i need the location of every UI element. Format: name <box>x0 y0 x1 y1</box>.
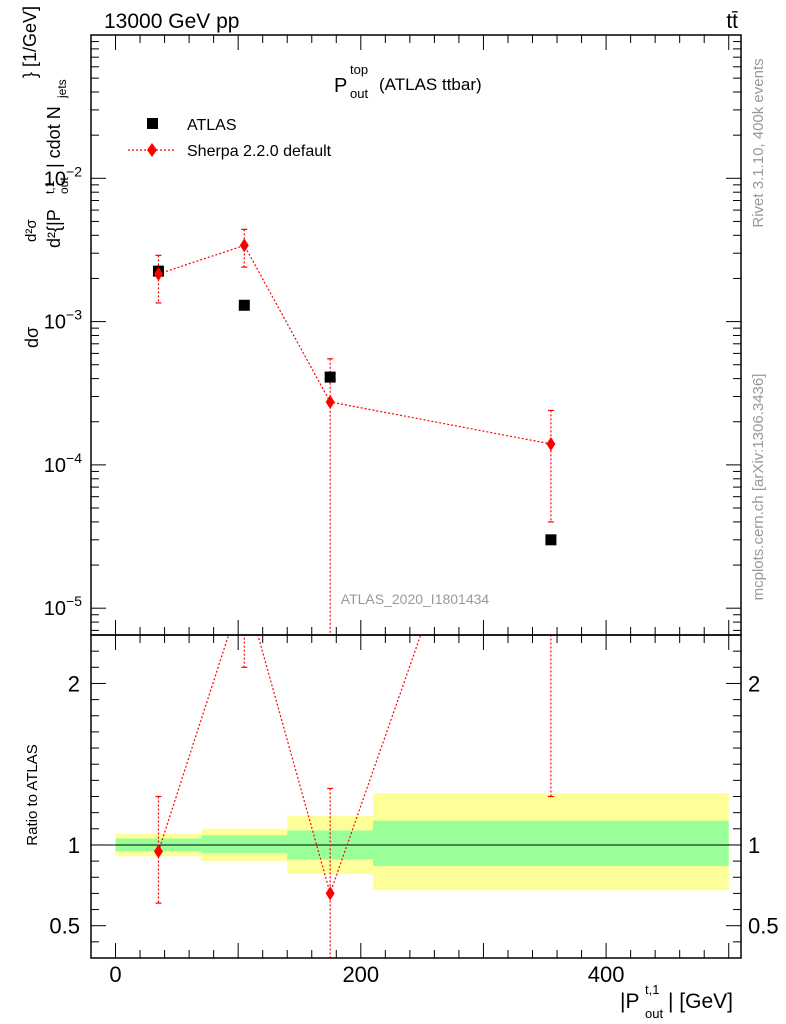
legend-label-sherpa: Sherpa 2.2.0 default <box>187 143 332 160</box>
ratio-ytick-label-left-2: 2 <box>68 671 80 696</box>
xtick-label-1: 200 <box>342 962 379 987</box>
ratio-point-0 <box>153 844 163 859</box>
ratio-y-axis-label: Ratio to ATLAS <box>24 744 41 845</box>
title-main: P <box>334 75 347 97</box>
sherpa-point-1 <box>239 238 249 253</box>
xlabel-sup: t,1 <box>645 982 659 997</box>
ratio-sherpa-series <box>153 257 555 958</box>
process-label: tt̄ <box>726 10 738 33</box>
legend-label-atlas: ATLAS <box>187 117 237 134</box>
xtick-label-0: 0 <box>109 962 121 987</box>
title-rest: (ATLAS ttbar) <box>379 75 482 94</box>
ylabel-d2: d²{|P <box>44 209 64 248</box>
ylabel-units: } [1/GeV] <box>20 6 40 78</box>
main-series-layer <box>152 228 557 635</box>
title-sup: top <box>350 62 368 77</box>
legend-marker-atlas <box>147 118 158 129</box>
x-axis-label: |P t,1 out | [GeV] <box>620 982 733 1021</box>
ylabel-dsigma-frac: dσ <box>22 327 42 348</box>
main-ytick-label-3: 10−5 <box>44 593 82 620</box>
atlas-point-1 <box>238 299 250 311</box>
ylabel-cdot: | cdot N <box>44 106 64 168</box>
atlas-point-3 <box>545 534 557 546</box>
legend-marker-sherpa <box>147 143 157 157</box>
ratio-ytick-label-right-2: 2 <box>748 671 760 696</box>
ratio-point-1 <box>240 580 249 594</box>
ratio-line <box>157 635 422 896</box>
main-y-axis-ticks: 10−2 10−3 10−4 10−5 <box>44 34 741 631</box>
main-y-axis-label: dσ d²{|P t,1 out | cdot N jets d²σ } [1/… <box>20 6 71 348</box>
legend: ATLAS Sherpa 2.2.0 default <box>128 117 332 160</box>
xlabel-main: |P <box>620 990 639 1013</box>
ylabel-jets: jets <box>55 79 69 99</box>
analysis-tag: ATLAS_2020_I1801434 <box>341 591 490 607</box>
x-axis-ticks: 0 200 400 <box>109 35 730 987</box>
ylabel-sub: out <box>57 177 71 194</box>
ratio-y-axis-ticks: 0.5 0.5 1 1 2 2 <box>49 634 779 943</box>
main-ytick-label-2: 10−4 <box>44 450 82 477</box>
ratio-ytick-label-right-0: 0.5 <box>748 914 779 939</box>
xlabel-sub: out <box>645 1006 663 1021</box>
title-sub: out <box>350 86 368 101</box>
ratio-point-3 <box>546 257 555 271</box>
ratio-ytick-label-left-1: 1 <box>68 833 80 858</box>
sherpa-point-0 <box>153 266 163 281</box>
energy-label: 13000 GeV pp <box>104 10 239 33</box>
main-ytick-label-1: 10−3 <box>44 307 82 334</box>
mcplots-label: mcplots.cern.ch [arXiv:1306.3436] <box>750 374 767 601</box>
band-inner-1 <box>201 835 288 854</box>
ratio-ytick-label-right-1: 1 <box>748 833 760 858</box>
ylabel-sup: t,1 <box>43 180 57 194</box>
band-inner-3 <box>373 820 729 866</box>
sherpa-point-2 <box>325 394 335 409</box>
sherpa-line <box>158 244 552 445</box>
main-ytick-label-0: 10−2 <box>44 163 82 190</box>
sherpa-point-3 <box>546 436 556 451</box>
ratio-uncertainty-bands <box>115 793 729 891</box>
atlas-point-2 <box>324 371 336 383</box>
ratio-point-2 <box>325 886 335 901</box>
main-title: P top out (ATLAS ttbar) <box>334 62 482 101</box>
ratio-ytick-label-left-0: 0.5 <box>49 914 80 939</box>
rivet-label: Rivet 3.1.10, 400k events <box>750 58 767 227</box>
ylabel-d2sigma: d²σ <box>23 219 40 242</box>
xlabel-rest: | [GeV] <box>668 990 733 1013</box>
xtick-label-2: 400 <box>588 962 625 987</box>
